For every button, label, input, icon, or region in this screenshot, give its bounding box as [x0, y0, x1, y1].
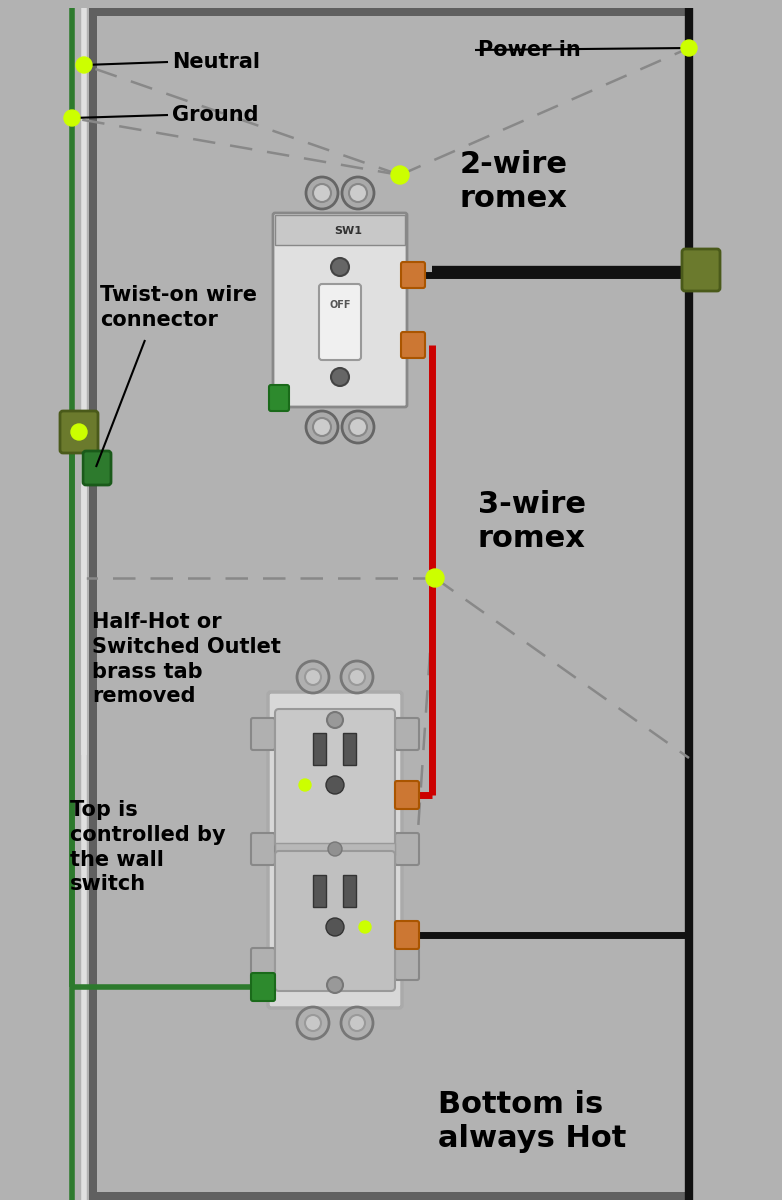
Circle shape — [341, 1007, 373, 1039]
Circle shape — [328, 842, 342, 856]
Text: 2-wire
romex: 2-wire romex — [460, 150, 568, 212]
Circle shape — [391, 166, 409, 184]
Circle shape — [297, 1007, 329, 1039]
FancyBboxPatch shape — [251, 973, 275, 1001]
Circle shape — [297, 661, 329, 692]
Circle shape — [327, 977, 343, 994]
FancyBboxPatch shape — [251, 948, 275, 980]
FancyBboxPatch shape — [395, 922, 419, 949]
Circle shape — [299, 779, 311, 791]
Circle shape — [331, 368, 349, 386]
Text: Ground: Ground — [172, 104, 259, 125]
Bar — [685, 8, 693, 1200]
FancyBboxPatch shape — [251, 833, 275, 865]
Circle shape — [681, 40, 697, 56]
FancyBboxPatch shape — [395, 781, 419, 809]
Bar — [313, 733, 326, 766]
Text: Top is
controlled by
the wall
switch: Top is controlled by the wall switch — [70, 800, 226, 894]
FancyBboxPatch shape — [395, 948, 419, 980]
Bar — [89, 8, 97, 1200]
FancyBboxPatch shape — [251, 718, 275, 750]
Circle shape — [349, 670, 365, 685]
Text: Twist-on wire
connector: Twist-on wire connector — [100, 284, 257, 330]
FancyBboxPatch shape — [319, 284, 361, 360]
Text: SW1: SW1 — [334, 226, 362, 236]
Circle shape — [313, 184, 331, 202]
Circle shape — [349, 184, 367, 202]
Circle shape — [349, 1015, 365, 1031]
Circle shape — [331, 258, 349, 276]
Circle shape — [326, 918, 344, 936]
Circle shape — [349, 418, 367, 436]
Circle shape — [305, 670, 321, 685]
FancyBboxPatch shape — [395, 833, 419, 865]
FancyBboxPatch shape — [401, 262, 425, 288]
Circle shape — [305, 1015, 321, 1031]
FancyBboxPatch shape — [269, 385, 289, 410]
Circle shape — [313, 418, 331, 436]
Text: 3-wire
romex: 3-wire romex — [478, 490, 586, 552]
Bar — [93, 1192, 689, 1200]
Circle shape — [306, 176, 338, 209]
FancyBboxPatch shape — [273, 214, 407, 407]
Bar — [343, 733, 356, 766]
Circle shape — [426, 569, 444, 587]
Circle shape — [341, 661, 373, 692]
FancyBboxPatch shape — [401, 332, 425, 358]
Circle shape — [326, 776, 344, 794]
Circle shape — [76, 56, 92, 73]
Circle shape — [64, 110, 80, 126]
Bar — [93, 8, 689, 16]
FancyBboxPatch shape — [275, 709, 395, 847]
FancyBboxPatch shape — [275, 851, 395, 991]
Circle shape — [327, 712, 343, 728]
Text: Power in: Power in — [478, 40, 581, 60]
Bar — [313, 875, 326, 907]
Bar — [343, 875, 356, 907]
Text: OFF: OFF — [329, 300, 351, 310]
Circle shape — [71, 424, 87, 440]
Bar — [275, 215, 405, 245]
Text: Bottom is
always Hot: Bottom is always Hot — [438, 1090, 626, 1152]
FancyBboxPatch shape — [60, 410, 98, 452]
FancyBboxPatch shape — [83, 451, 111, 485]
FancyBboxPatch shape — [268, 692, 402, 1008]
Text: Neutral: Neutral — [172, 52, 260, 72]
Circle shape — [342, 176, 374, 209]
FancyBboxPatch shape — [682, 248, 720, 290]
Bar — [275, 842, 395, 854]
Circle shape — [342, 410, 374, 443]
Circle shape — [306, 410, 338, 443]
FancyBboxPatch shape — [395, 718, 419, 750]
Text: Half-Hot or
Switched Outlet
brass tab
removed: Half-Hot or Switched Outlet brass tab re… — [92, 612, 281, 707]
Circle shape — [359, 922, 371, 934]
